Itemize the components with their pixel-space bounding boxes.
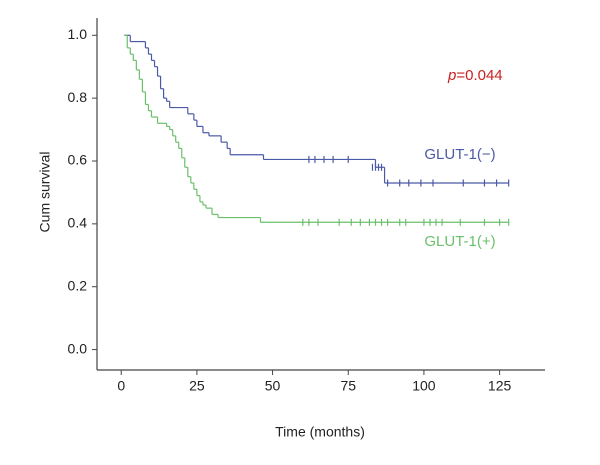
p-value: p=0.044 — [447, 67, 503, 84]
survival-curve — [124, 34, 510, 187]
survival-curve — [124, 34, 510, 226]
y-tick-label: 0.0 — [68, 340, 88, 356]
x-tick-label: 50 — [265, 378, 281, 394]
y-tick-label: 0.6 — [68, 152, 88, 168]
x-tick-label: 100 — [412, 378, 436, 394]
x-tick-label: 0 — [117, 378, 125, 394]
series-label: GLUT-1(+) — [424, 233, 495, 250]
x-axis-label: Time (months) — [275, 424, 365, 440]
y-tick-label: 0.8 — [68, 89, 88, 105]
p-symbol: p — [447, 67, 456, 84]
y-tick-label: 0.2 — [68, 277, 88, 293]
p-text: =0.044 — [456, 67, 502, 84]
y-tick-label: 1.0 — [68, 26, 88, 42]
x-tick-label: 25 — [189, 378, 205, 394]
x-tick-label: 75 — [340, 378, 356, 394]
x-tick-label: 125 — [488, 378, 512, 394]
y-axis-label: Cum survival — [37, 152, 53, 233]
series-label: GLUT-1(−) — [424, 146, 495, 163]
y-tick-label: 0.4 — [68, 215, 88, 231]
